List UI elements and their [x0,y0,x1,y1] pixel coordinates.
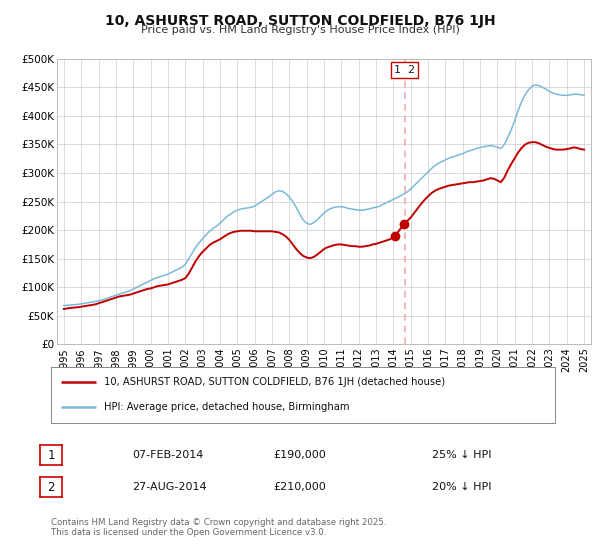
Text: 27-AUG-2014: 27-AUG-2014 [132,482,206,492]
Text: 10, ASHURST ROAD, SUTTON COLDFIELD, B76 1JH: 10, ASHURST ROAD, SUTTON COLDFIELD, B76 … [104,14,496,28]
Text: 07-FEB-2014: 07-FEB-2014 [132,450,203,460]
Text: Price paid vs. HM Land Registry's House Price Index (HPI): Price paid vs. HM Land Registry's House … [140,25,460,35]
Text: 10, ASHURST ROAD, SUTTON COLDFIELD, B76 1JH (detached house): 10, ASHURST ROAD, SUTTON COLDFIELD, B76 … [104,377,445,388]
Text: 25% ↓ HPI: 25% ↓ HPI [432,450,491,460]
Text: £190,000: £190,000 [274,450,326,460]
Text: 2: 2 [47,480,55,494]
Text: 1: 1 [47,449,55,462]
Text: HPI: Average price, detached house, Birmingham: HPI: Average price, detached house, Birm… [104,402,349,412]
Text: £210,000: £210,000 [274,482,326,492]
Text: 20% ↓ HPI: 20% ↓ HPI [432,482,491,492]
Text: Contains HM Land Registry data © Crown copyright and database right 2025.
This d: Contains HM Land Registry data © Crown c… [51,518,386,538]
Text: 1  2: 1 2 [394,65,415,75]
